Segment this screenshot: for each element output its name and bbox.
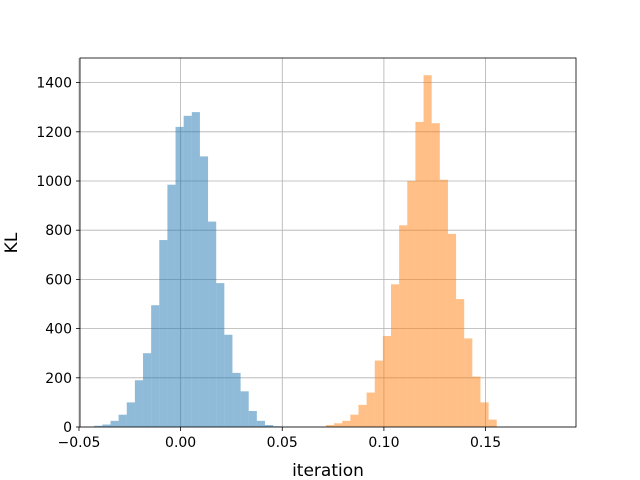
x-tick-label: −0.05 (58, 435, 101, 451)
histogram-bar-series-1 (102, 424, 111, 427)
plot-frame (79, 57, 577, 428)
histogram-bar-series-1 (94, 425, 103, 427)
histogram-bar-series-2 (488, 419, 497, 427)
histogram-bar-series-1 (126, 402, 135, 427)
histogram-bar-series-1 (110, 420, 119, 427)
axis-ticks: −0.05 0.00 0.05 0.10 0.15 0 200 400 600 800 1000 12… (36, 76, 501, 451)
histogram-bar-series-1 (256, 420, 265, 427)
histogram-bar-series-2 (399, 225, 408, 427)
histogram-bar-series-1 (248, 411, 257, 427)
x-tick-label: 0.15 (470, 435, 501, 451)
y-tick-label: 1000 (36, 174, 72, 190)
y-tick-label: 0 (63, 420, 72, 436)
histogram-bar-series-2 (366, 392, 375, 427)
histogram-bar-series-1 (199, 156, 209, 427)
histogram-bars (94, 75, 497, 428)
histogram-bar-series-2 (334, 423, 343, 427)
histogram-bar-series-2 (415, 121, 424, 428)
histogram-bar-series-2 (325, 425, 335, 427)
histogram-bar-series-1 (216, 283, 225, 427)
x-axis-label: iteration (292, 461, 364, 480)
histogram-bar-series-1 (167, 184, 176, 427)
histogram-bar-series-2 (456, 299, 465, 427)
histogram-bar-series-1 (159, 240, 168, 427)
y-tick-label: 600 (45, 272, 72, 288)
y-tick-label: 400 (45, 322, 72, 338)
histogram-bar-series-1 (143, 353, 152, 427)
histogram-bar-series-1 (224, 334, 233, 427)
histogram-bar-series-2 (374, 360, 383, 427)
y-tick-label: 200 (45, 371, 72, 387)
histogram-bar-series-2 (439, 179, 448, 427)
histogram-bar-series-1 (208, 221, 217, 427)
histogram-bar-series-1 (191, 112, 200, 428)
histogram-bar-series-2 (472, 376, 481, 427)
histogram-bar-series-1 (232, 372, 241, 427)
x-tick-label: 0.00 (165, 435, 196, 451)
y-tick-label: 800 (45, 223, 72, 239)
y-tick-label: 1400 (36, 76, 72, 92)
histogram-bar-series-1 (264, 425, 274, 427)
histogram-bar-series-2 (431, 123, 440, 427)
histogram-bar-series-2 (407, 181, 416, 427)
histogram-bar-series-2 (447, 233, 457, 427)
histogram-bar-series-2 (464, 338, 473, 427)
histogram-bar-series-2 (480, 402, 489, 427)
y-axis-label: KL (2, 232, 22, 253)
histogram-bar-series-1 (118, 414, 127, 427)
x-tick-label: 0.10 (368, 435, 399, 451)
histogram-bar-series-1 (134, 380, 144, 427)
histogram-bar-series-1 (175, 126, 184, 427)
histogram-bar-series-2 (382, 335, 392, 427)
histogram-bar-series-2 (358, 404, 367, 427)
y-tick-label: 1200 (36, 125, 72, 141)
histogram-bar-series-2 (423, 75, 432, 427)
histogram-bar-series-1 (240, 391, 249, 427)
histogram-bar-series-1 (183, 115, 192, 427)
histogram-bar-series-2 (391, 284, 400, 427)
histogram-bar-series-2 (350, 414, 359, 427)
histogram-bar-series-2 (342, 420, 351, 427)
histogram-bar-series-1 (151, 305, 160, 427)
x-tick-label: 0.05 (267, 435, 298, 451)
